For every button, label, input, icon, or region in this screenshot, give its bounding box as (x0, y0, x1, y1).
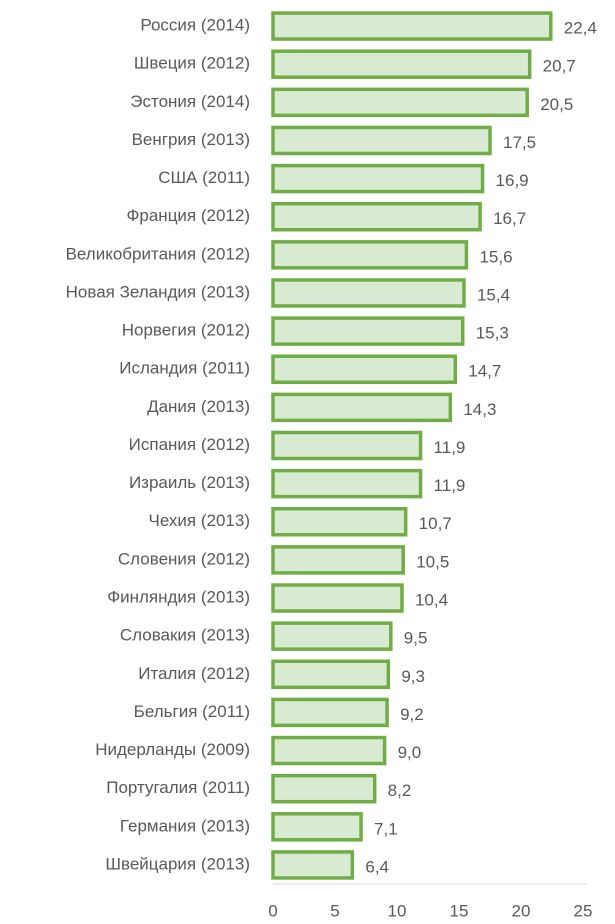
bar (271, 735, 387, 766)
x-tick-label: 10 (388, 901, 407, 920)
bar (271, 850, 355, 880)
value-label: 11,9 (434, 438, 466, 457)
bar (271, 125, 492, 156)
value-label: 14,7 (468, 362, 501, 381)
bar (271, 278, 466, 308)
y-tick-label: Эстония (2014) (130, 92, 250, 111)
y-tick-label: Словения (2012) (118, 549, 250, 568)
bar (271, 659, 391, 690)
x-tick-label: 20 (512, 901, 531, 920)
bar (271, 354, 458, 384)
value-label: 20,5 (540, 95, 573, 114)
y-tick-label: США (2011) (158, 168, 250, 187)
y-tick-label: Венгрия (2013) (132, 130, 250, 149)
value-label: 9,3 (401, 667, 425, 686)
value-label: 22,4 (564, 19, 597, 38)
bar (271, 812, 363, 842)
x-tick-label: 15 (450, 901, 469, 920)
value-label: 10,4 (415, 591, 448, 610)
value-label: 15,6 (479, 247, 512, 266)
bar (271, 49, 532, 79)
bar (271, 392, 453, 423)
y-tick-label: Финляндия (2013) (107, 588, 250, 607)
bar (271, 430, 423, 461)
value-label: 10,7 (419, 514, 452, 533)
bar (271, 507, 408, 537)
bar (271, 11, 553, 41)
y-tick-label: Испания (2012) (129, 435, 250, 454)
y-tick-label: Бельгия (2011) (134, 702, 250, 721)
value-label: 9,0 (398, 743, 422, 762)
y-tick-label: Франция (2012) (126, 206, 250, 225)
x-tick-label: 25 (574, 901, 593, 920)
y-tick-label: Португалия (2011) (106, 778, 250, 797)
y-tick-label: Швейцария (2013) (105, 854, 250, 873)
bar (271, 773, 377, 804)
x-tick-label: 0 (268, 901, 277, 920)
bar (271, 87, 529, 118)
y-tick-label: Чехия (2013) (149, 511, 250, 530)
value-label: 16,7 (493, 209, 526, 228)
bar (271, 240, 469, 270)
y-tick-label: Норвегия (2012) (122, 321, 250, 340)
value-label: 14,3 (463, 400, 496, 419)
bar (271, 316, 465, 346)
y-tick-label: Германия (2013) (120, 816, 250, 835)
y-tick-label: Дания (2013) (147, 397, 250, 416)
bar (271, 583, 404, 613)
value-label: 15,3 (476, 324, 509, 343)
bar (271, 163, 485, 194)
y-tick-label: Израиль (2013) (129, 473, 250, 492)
value-label: 8,2 (388, 781, 412, 800)
x-tick-label: 5 (330, 901, 339, 920)
value-label: 17,5 (503, 133, 536, 152)
bar (271, 201, 482, 232)
y-tick-label: Нидерланды (2009) (95, 740, 250, 759)
value-label: 11,9 (434, 476, 466, 495)
value-label: 9,5 (404, 629, 428, 648)
value-label: 7,1 (374, 819, 398, 838)
value-label: 9,2 (400, 705, 424, 724)
y-tick-label: Италия (2012) (138, 664, 250, 683)
bar (271, 468, 423, 499)
value-label: 20,7 (543, 57, 576, 76)
y-tick-label: Словакия (2013) (120, 626, 250, 645)
bar (271, 621, 393, 651)
value-label: 6,4 (365, 857, 389, 876)
bar (271, 697, 389, 728)
value-label: 15,4 (477, 285, 510, 304)
y-tick-label: Исландия (2011) (119, 359, 250, 378)
y-tick-label: Великобритания (2012) (66, 244, 250, 263)
y-tick-label: Новая Зеландия (2013) (66, 282, 250, 301)
value-label: 10,5 (416, 552, 449, 571)
value-label: 16,9 (496, 171, 529, 190)
bar (271, 545, 405, 575)
y-tick-label: Швеция (2012) (134, 54, 250, 73)
y-tick-label: Россия (2014) (140, 16, 250, 35)
